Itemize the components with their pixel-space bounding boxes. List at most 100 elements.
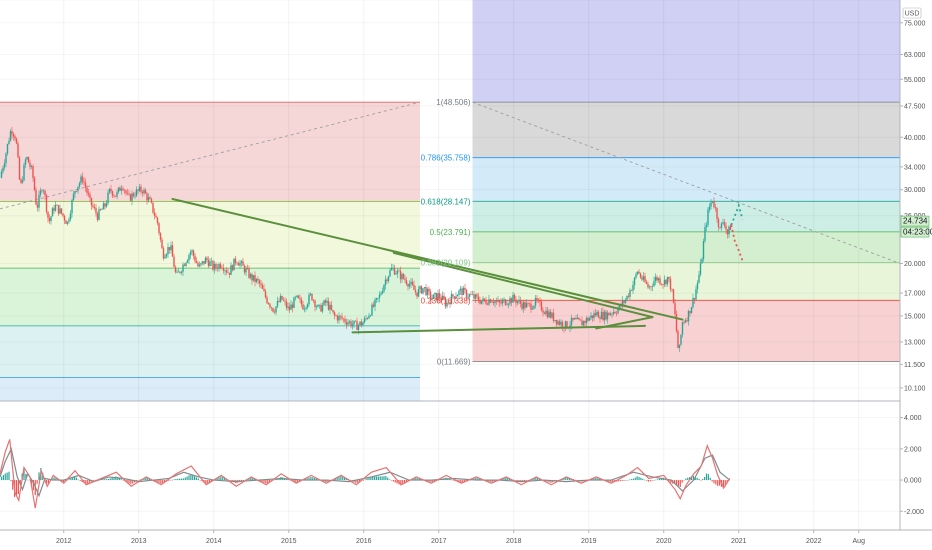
candle-body — [602, 311, 604, 321]
histogram-bar — [334, 478, 336, 481]
candle-body — [147, 197, 150, 201]
candle-body — [512, 294, 514, 303]
histogram-bar — [216, 478, 218, 481]
histogram-bar — [364, 479, 366, 481]
histogram-bar — [687, 477, 689, 481]
candle-body — [27, 156, 30, 163]
histogram-bar — [370, 476, 372, 481]
histogram-bar — [158, 480, 160, 483]
candle-body — [716, 208, 718, 219]
candle-body — [467, 296, 469, 298]
candle-body — [660, 283, 663, 285]
candle-body — [587, 317, 589, 321]
histogram-bar — [344, 477, 346, 481]
histogram-bar — [368, 477, 370, 481]
price-tick-label: 40.000 — [904, 135, 926, 142]
candle-body — [569, 325, 571, 328]
histogram-bar — [259, 480, 261, 482]
candle-body — [456, 294, 459, 297]
candle-body — [491, 301, 493, 303]
candle-body — [405, 280, 408, 285]
candle-body — [158, 223, 160, 234]
candle-body — [198, 264, 201, 267]
histogram-bar — [617, 480, 619, 482]
oscillator-lines — [0, 439, 731, 509]
candle-body — [554, 319, 556, 321]
histogram-bar — [42, 472, 44, 481]
candle-body — [474, 294, 477, 299]
candle-body — [249, 274, 252, 278]
fib-retracement — [472, 0, 900, 363]
histogram-bar — [295, 480, 297, 483]
histogram-bar — [147, 477, 149, 481]
candle-body — [636, 271, 639, 275]
candle-body — [342, 318, 345, 320]
oscillator-pane[interactable] — [0, 417, 900, 512]
histogram-bar — [179, 478, 181, 481]
histogram-bar — [638, 476, 640, 481]
histogram-bar — [516, 480, 518, 481]
candle-body — [185, 262, 187, 266]
price-axis[interactable]: 75.000 63.000 55.000 47.500 40.000 34.000 30.0… — [899, 0, 932, 530]
candle-body — [14, 136, 16, 139]
candle-body — [318, 304, 321, 306]
candle-body — [74, 190, 76, 194]
histogram-bar — [722, 480, 724, 489]
candle-body — [12, 133, 15, 137]
histogram-bar — [45, 480, 48, 484]
candle-body — [96, 213, 99, 220]
projection-down — [730, 224, 744, 262]
candle-body — [243, 265, 246, 273]
candle-body — [117, 187, 120, 193]
histogram-bar — [186, 476, 188, 481]
candle-body — [356, 321, 358, 330]
candle-body — [125, 190, 127, 194]
candle-body — [183, 264, 186, 266]
histogram-bar — [287, 479, 289, 481]
histogram-bar — [327, 480, 329, 482]
histogram-bar — [325, 480, 327, 483]
candle-body — [591, 315, 594, 319]
candle-body — [251, 274, 253, 281]
candle-body — [195, 261, 198, 263]
candle-body — [275, 306, 277, 313]
candle-body — [419, 286, 421, 290]
histogram-bar — [379, 476, 381, 481]
histogram-bar — [252, 478, 254, 481]
candle-body — [459, 288, 462, 291]
candle-body — [297, 295, 300, 299]
time-axis[interactable]: 2012 2013 2014 2015 2016 2017 2018 2019 2020 2021… — [0, 529, 932, 545]
histogram-bar — [119, 478, 121, 481]
price-pane[interactable]: 1(48.506) 0.786(35.758) 0.618(28.147) 0.5(2… — [0, 0, 901, 530]
candle-body — [477, 296, 480, 301]
candle-body — [452, 294, 454, 297]
candle-body — [282, 299, 285, 301]
candle-body — [717, 218, 720, 228]
dashed-line — [0, 101, 421, 210]
fib-band — [472, 231, 900, 263]
candle-body — [458, 290, 460, 295]
histogram-bar — [610, 480, 612, 483]
dashed-trend-lines — [0, 101, 901, 264]
histogram-bar — [111, 477, 113, 481]
candle-body — [168, 247, 171, 251]
histogram-bar — [338, 476, 340, 481]
candle-body — [486, 303, 489, 305]
candle-body — [381, 291, 384, 294]
fib-extension-band — [472, 0, 900, 103]
candle-body — [194, 255, 196, 262]
candle-body — [323, 300, 325, 306]
histogram-bar — [525, 480, 528, 481]
candle-body — [261, 285, 264, 289]
candle-body — [156, 217, 159, 224]
histogram-bar — [143, 478, 145, 481]
histogram-bar — [77, 479, 79, 481]
histogram-bar — [428, 480, 430, 482]
candle-body — [507, 303, 510, 305]
candle-body — [111, 191, 114, 196]
candle-body — [471, 294, 474, 296]
candle-body — [678, 344, 681, 349]
candle-body — [203, 261, 205, 264]
candle-body — [689, 311, 691, 314]
time-tick-label: 2016 — [356, 538, 372, 545]
